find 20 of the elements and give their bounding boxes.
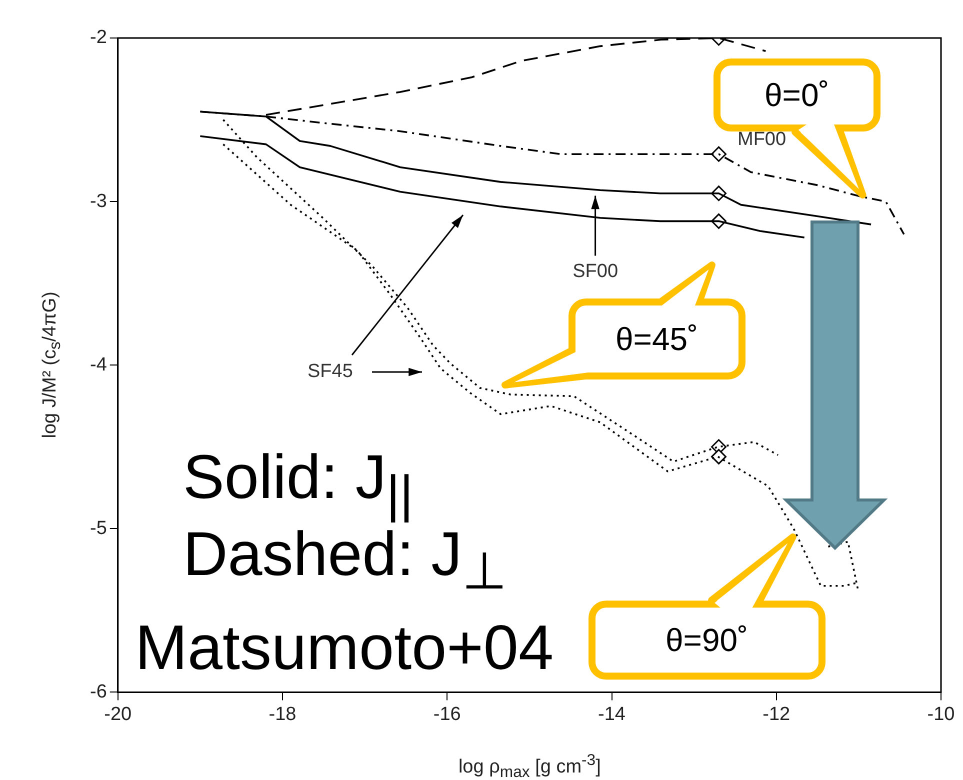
x-tick-label: -16 [433, 704, 461, 725]
annotation: θ=45˚ [616, 320, 698, 358]
y-tick-label: -6 [90, 681, 107, 702]
annotation: MF00 [738, 129, 786, 151]
annotation: SF00 [572, 260, 618, 282]
y-tick-label: -4 [90, 354, 108, 376]
annotation: θ=90˚ [666, 622, 748, 658]
y-tick-label: -2 [90, 27, 107, 48]
annotation: Matsumoto+04 [135, 612, 554, 684]
x-tick-label: -14 [598, 704, 626, 725]
annotation: SF45 [308, 361, 353, 383]
x-tick-label: -20 [104, 704, 132, 725]
x-axis-title: log ρ$_{max}$ [g cm$^{-3}$] [458, 752, 601, 780]
x-tick-label: -10 [927, 704, 955, 725]
annotation: θ=0˚ [764, 76, 830, 114]
y-tick-label: -3 [90, 190, 107, 212]
y-tick-label: -5 [90, 518, 107, 539]
x-tick-label: -18 [268, 704, 296, 725]
annotation: Solid: J$_{||}$ [183, 443, 414, 522]
x-tick-label: -12 [762, 704, 790, 725]
